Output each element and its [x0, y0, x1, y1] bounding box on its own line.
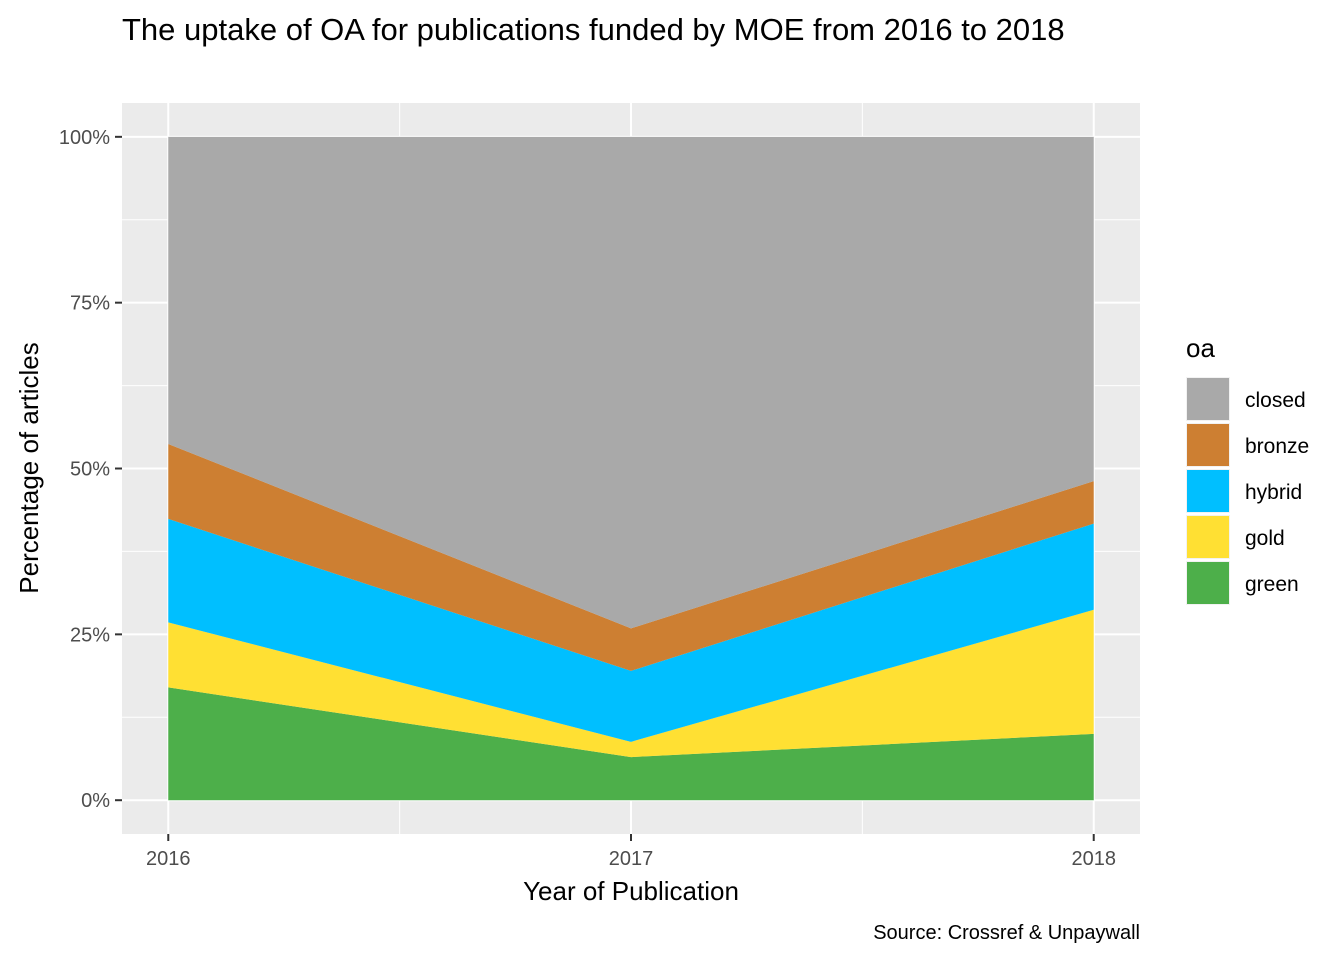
- y-tick-label: 0%: [81, 790, 110, 812]
- legend-swatch-bronze: [1187, 424, 1229, 466]
- y-tick-label: 75%: [70, 293, 110, 315]
- area-closed: [168, 136, 1094, 629]
- legend-swatch-gold: [1187, 516, 1229, 558]
- legend-label-closed: closed: [1245, 389, 1306, 412]
- legend-label-green: green: [1245, 573, 1299, 596]
- x-tick-label: 2018: [1071, 848, 1116, 870]
- chart-caption: Source: Crossref & Unpaywall: [873, 922, 1140, 944]
- area-green: [168, 687, 1094, 801]
- legend-swatch-closed: [1187, 378, 1229, 420]
- legend-title: oa: [1186, 333, 1215, 363]
- legend-label-hybrid: hybrid: [1245, 481, 1302, 504]
- legend-swatch-green: [1187, 562, 1229, 604]
- x-tick-label: 2016: [146, 848, 191, 870]
- area-hybrid: [168, 518, 1094, 742]
- y-tick-label: 100%: [59, 127, 110, 149]
- legend-label-bronze: bronze: [1245, 435, 1309, 458]
- legend-label-gold: gold: [1245, 527, 1285, 550]
- area-layers: [168, 136, 1094, 801]
- x-axis-title: Year of Publication: [523, 876, 739, 906]
- legend: oa closed bronze hybrid gold green: [1186, 333, 1309, 605]
- y-axis-title: Percentage of articles: [14, 342, 44, 593]
- legend-swatch-hybrid: [1187, 470, 1229, 512]
- y-tick-label: 25%: [70, 624, 110, 646]
- x-tick-label: 2017: [609, 848, 654, 870]
- chart-title: The uptake of OA for publications funded…: [122, 12, 1065, 47]
- y-tick-label: 50%: [70, 459, 110, 481]
- y-axis: 0% 25% 50% 75% 100%: [59, 127, 122, 812]
- x-axis: 2016 2017 2018: [146, 834, 1116, 870]
- area-gold: [168, 609, 1094, 758]
- area-bronze: [168, 443, 1094, 671]
